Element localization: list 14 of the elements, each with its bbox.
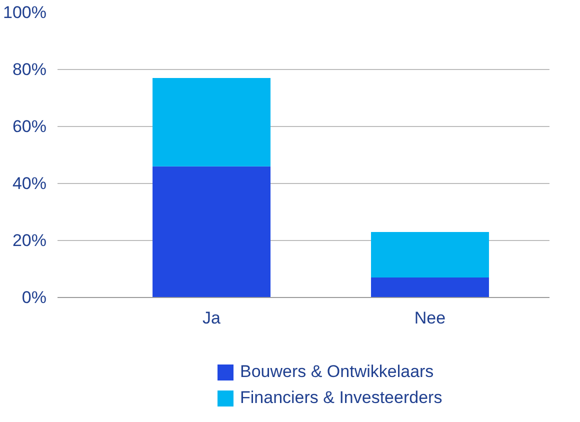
y-tick-label: 100% [3, 3, 47, 22]
bar [371, 278, 489, 298]
y-tick-label: 80% [12, 60, 47, 79]
legend-label: Bouwers & Ontwikkelaars [240, 362, 434, 382]
y-tick-label: 60% [12, 117, 47, 136]
legend-label: Financiers & Investeerders [240, 388, 442, 408]
y-tick-label: 40% [12, 174, 47, 193]
x-tick-label: Nee [414, 308, 446, 328]
y-tick-label: 20% [12, 231, 47, 250]
bar [152, 166, 271, 298]
bar [371, 232, 489, 278]
bar [152, 78, 271, 166]
y-tick-label: 0% [22, 288, 47, 307]
x-tick-label: Ja [202, 308, 222, 328]
